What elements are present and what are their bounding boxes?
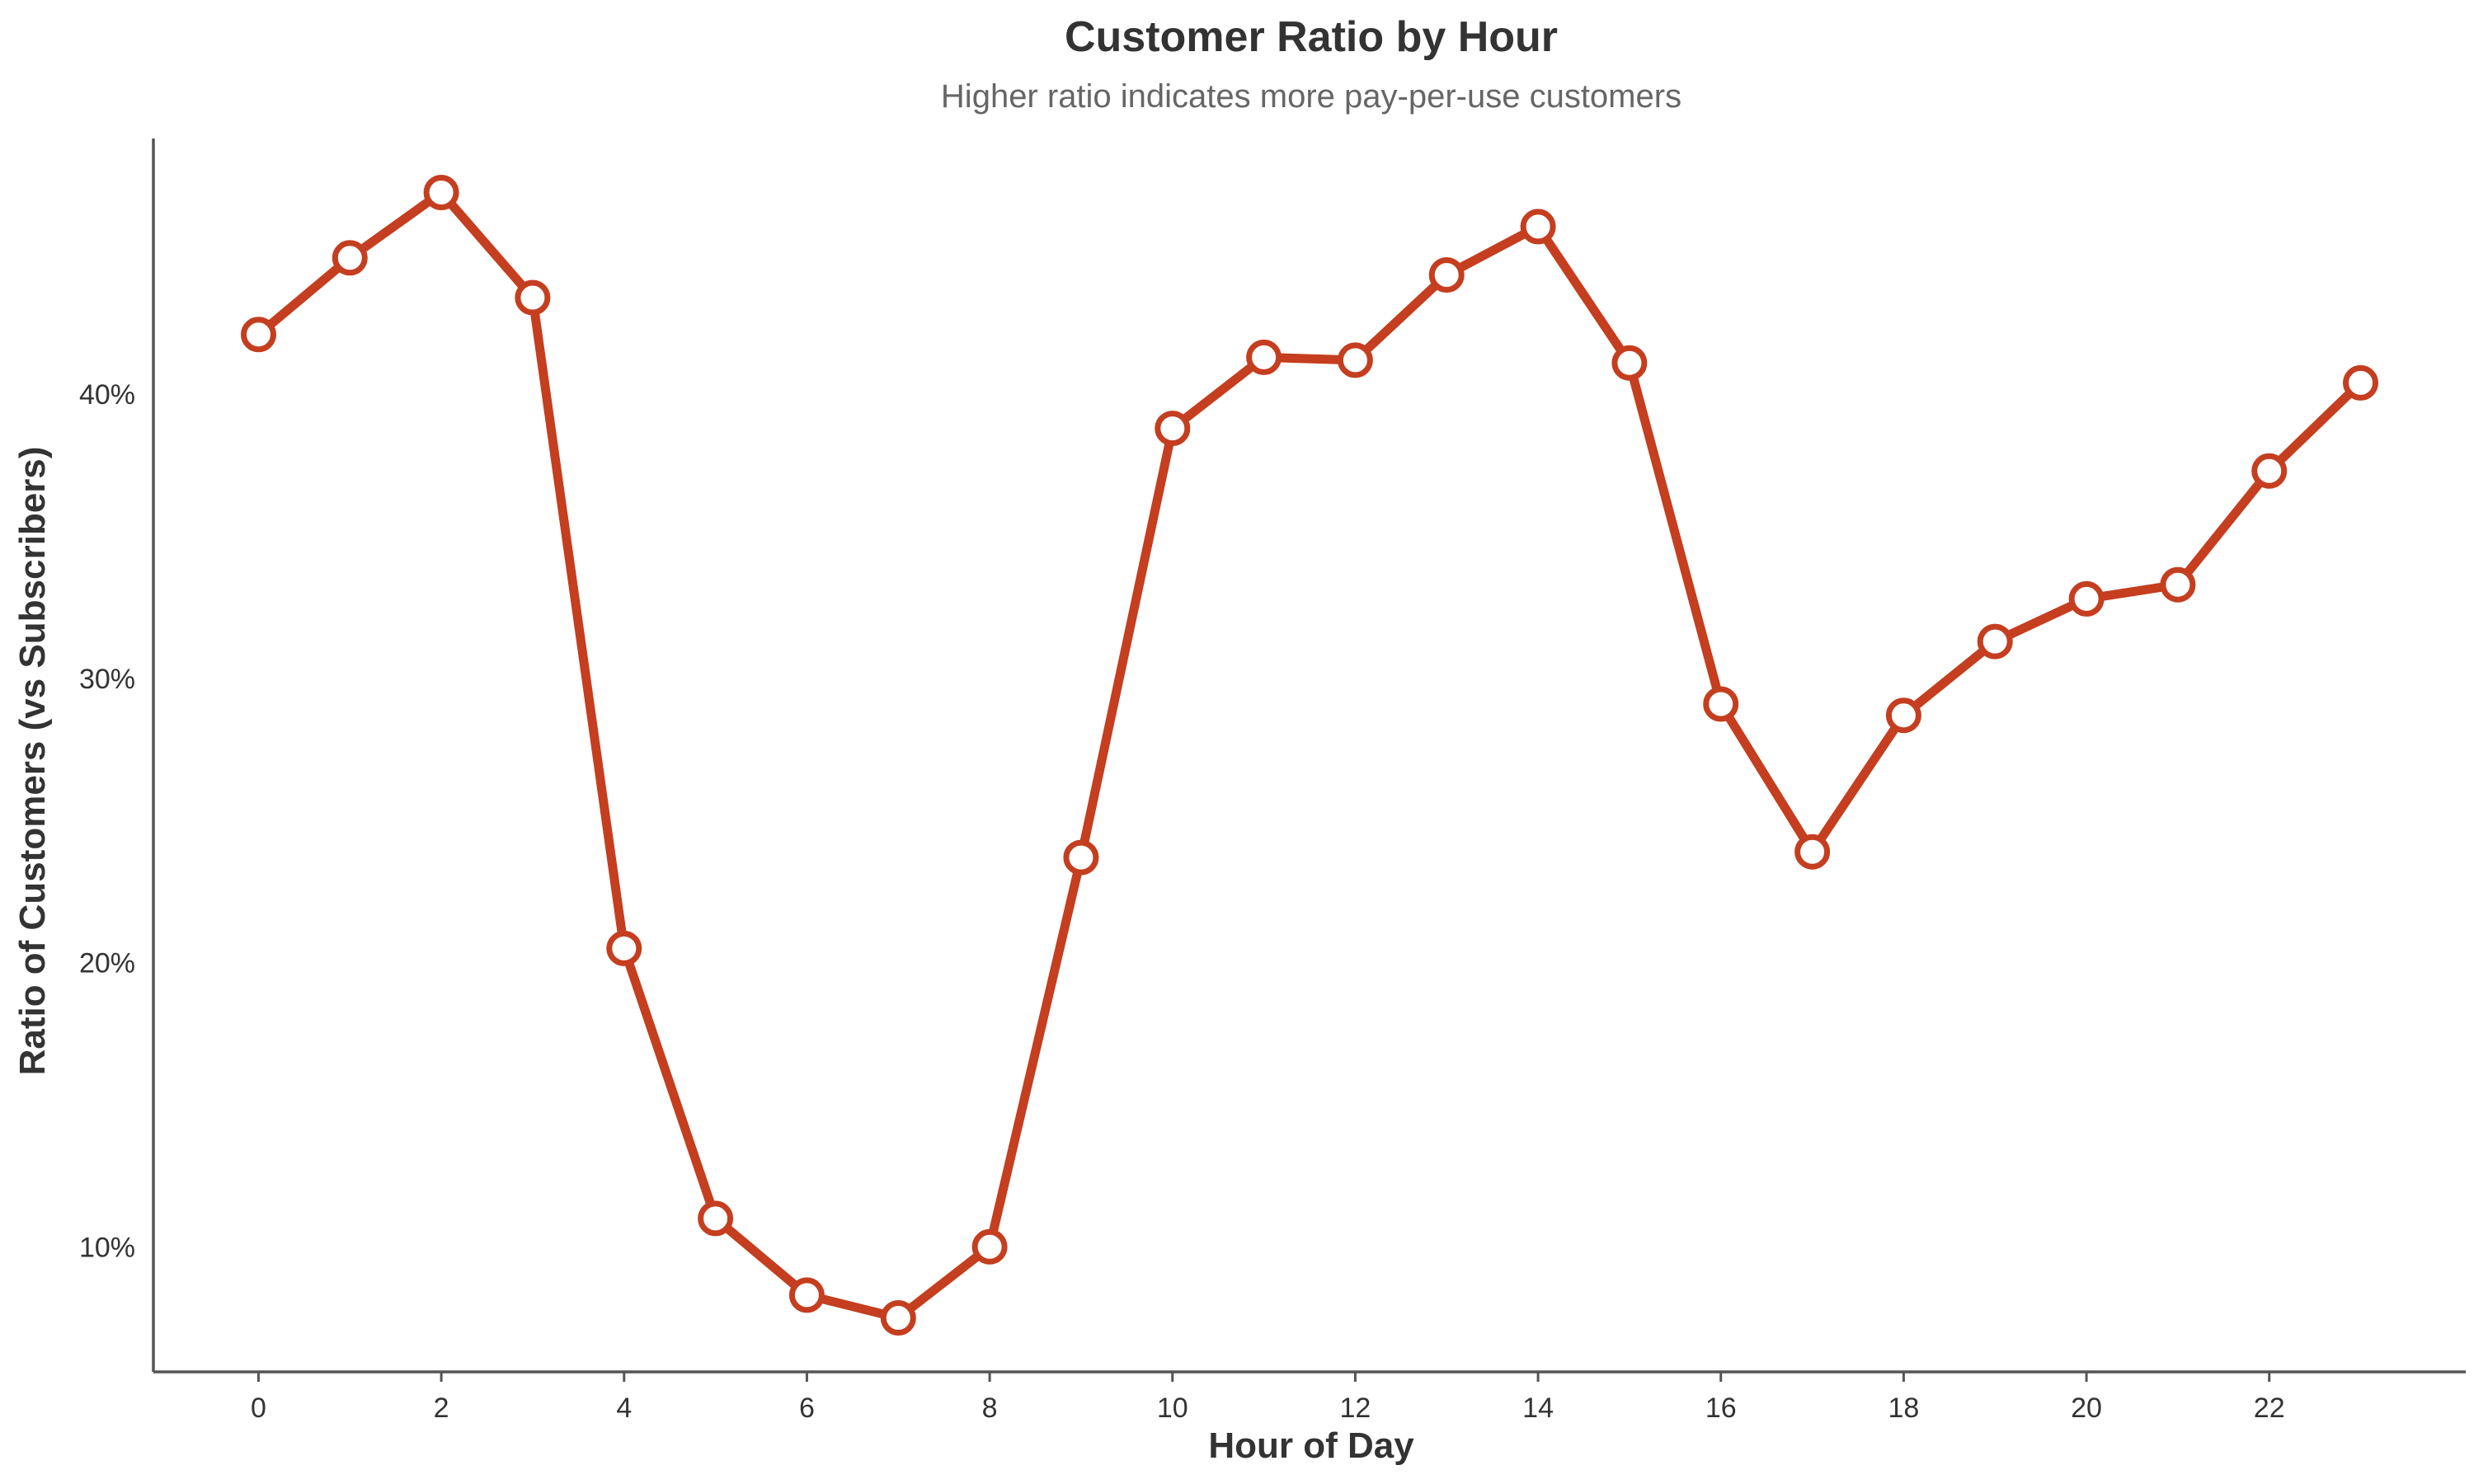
data-point	[2160, 566, 2196, 603]
x-tick-label: 2	[434, 1392, 449, 1424]
x-tick-label: 16	[1705, 1392, 1737, 1424]
data-point	[1794, 834, 1831, 870]
y-axis-ticks: 10% 20% 30% 40%	[79, 379, 135, 1263]
x-tick-label: 6	[799, 1392, 815, 1424]
data-point	[1428, 257, 1465, 293]
chart-title: Customer Ratio by Hour	[1065, 13, 1558, 61]
data-point	[1155, 411, 1191, 447]
y-axis-title: Ratio of Customers (vs Subscribers)	[12, 447, 53, 1076]
x-tick-label: 18	[1888, 1392, 1919, 1424]
data-point	[606, 930, 642, 966]
data-point	[2343, 364, 2378, 401]
data-point	[2251, 453, 2288, 489]
data-point	[971, 1228, 1008, 1265]
data-point	[1977, 623, 2013, 660]
x-tick-label: 14	[1522, 1392, 1554, 1424]
data-point	[1246, 339, 1282, 375]
y-tick-label: 30%	[79, 664, 135, 695]
x-tick-label: 0	[251, 1392, 266, 1424]
x-tick-label: 20	[2071, 1392, 2102, 1424]
x-tick-label: 22	[2254, 1392, 2285, 1424]
data-point	[1337, 342, 1373, 378]
data-point	[241, 317, 276, 353]
x-axis-title: Hour of Day	[1208, 1425, 1414, 1466]
data-point	[515, 279, 551, 316]
data-point	[1063, 839, 1099, 876]
y-tick-label: 20%	[79, 948, 135, 979]
data-point	[1885, 697, 1921, 734]
data-point	[2068, 580, 2105, 617]
x-tick-label: 8	[982, 1392, 998, 1424]
data-point	[788, 1277, 825, 1313]
y-tick-label: 10%	[79, 1232, 135, 1263]
x-tick-label: 12	[1340, 1392, 1371, 1424]
data-point	[880, 1300, 916, 1336]
y-tick-label: 40%	[79, 379, 135, 411]
data-point	[332, 240, 368, 276]
axes	[152, 139, 2466, 1374]
data-point	[1520, 209, 1556, 245]
data-point	[423, 175, 459, 210]
x-axis-ticks: 0 2 4 6 8 10 12 14 16 18 20 22	[251, 1372, 2285, 1424]
data-point	[1611, 345, 1648, 381]
data-point	[1703, 686, 1739, 722]
x-tick-label: 4	[616, 1392, 632, 1424]
x-tick-label: 10	[1157, 1392, 1188, 1424]
series-ratio	[241, 175, 2378, 1336]
series-line	[254, 188, 2365, 1322]
chart-subtitle: Higher ratio indicates more pay-per-use …	[941, 78, 1681, 115]
data-point	[698, 1200, 734, 1237]
